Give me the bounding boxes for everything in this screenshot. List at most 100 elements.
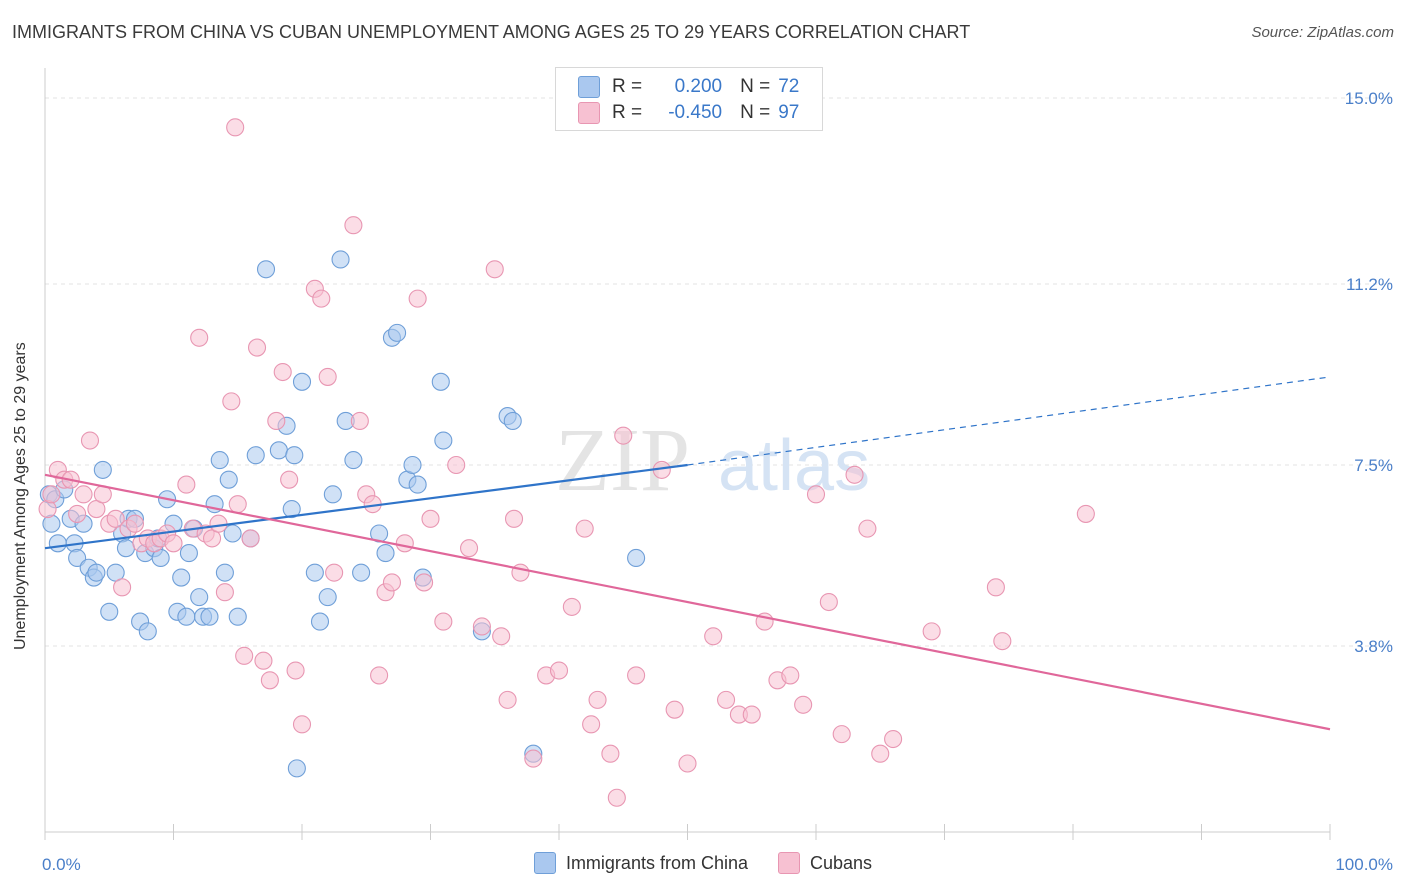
legend-item-china[interactable]: Immigrants from China bbox=[533, 852, 748, 874]
cuba-point bbox=[607, 788, 626, 807]
cuba-point bbox=[226, 118, 245, 137]
cuba-trend-line bbox=[44, 473, 1331, 731]
cuba-point bbox=[267, 411, 286, 431]
china-point bbox=[287, 759, 306, 778]
cuba-point bbox=[845, 465, 864, 484]
china-point bbox=[376, 544, 395, 563]
cuba-point bbox=[215, 583, 234, 602]
cuba-point bbox=[665, 700, 684, 719]
cuba-r-label: R = bbox=[612, 102, 643, 123]
cuba-point bbox=[562, 597, 581, 616]
china-point bbox=[68, 548, 87, 568]
cuba-swatch bbox=[578, 102, 600, 124]
cuba-point bbox=[993, 632, 1012, 651]
cuba-point bbox=[819, 592, 838, 612]
y-tick-label: 3.8% bbox=[1354, 637, 1393, 656]
cuba-point bbox=[627, 666, 646, 685]
china-point bbox=[223, 524, 242, 543]
china-r-label: R = bbox=[612, 76, 643, 97]
cuba-point bbox=[884, 729, 903, 749]
cuba-point bbox=[582, 715, 601, 734]
china-trend-extension bbox=[687, 376, 1331, 466]
china-point bbox=[228, 607, 247, 626]
y-tick-labels: 3.8% 7.5% 11.2% 15.0% bbox=[1345, 89, 1393, 656]
cuba-point bbox=[68, 504, 87, 523]
cuba-point bbox=[492, 627, 511, 646]
cuba-point bbox=[504, 509, 524, 528]
cuba-r-value: -0.450 bbox=[668, 102, 723, 123]
china-point bbox=[503, 411, 522, 431]
china-point bbox=[344, 451, 363, 470]
series-legend: Immigrants from China Cubans bbox=[0, 852, 1406, 874]
china-point bbox=[116, 539, 136, 558]
cuba-point bbox=[209, 514, 228, 533]
x-tick-label: 100.0% bbox=[1335, 855, 1393, 874]
china-point bbox=[172, 568, 191, 587]
cuba-n-value: 97 bbox=[778, 102, 800, 123]
cuba-point bbox=[74, 485, 93, 504]
y-tick-label: 11.2% bbox=[1346, 275, 1393, 294]
y-tick-label: 15.0% bbox=[1345, 89, 1393, 108]
china-point bbox=[246, 446, 265, 465]
china-point bbox=[434, 431, 453, 450]
cuba-n-label: N = bbox=[740, 102, 771, 123]
china-point bbox=[210, 451, 229, 470]
cuba-point bbox=[524, 749, 543, 768]
cuba-point bbox=[318, 367, 337, 386]
x-tick-labels: 0.0% 100.0% bbox=[42, 855, 1393, 874]
china-r-value: 0.200 bbox=[674, 76, 723, 97]
cuba-point bbox=[292, 715, 312, 734]
china-point bbox=[310, 612, 330, 631]
cuba-point bbox=[871, 744, 890, 763]
legend-row-china: R = 0.200 N = 72 bbox=[578, 75, 799, 99]
axes bbox=[44, 68, 1331, 840]
gridlines bbox=[45, 97, 1392, 647]
china-point bbox=[352, 563, 371, 582]
cuba-point bbox=[806, 485, 826, 504]
china-point bbox=[138, 622, 157, 641]
china-trend-line bbox=[44, 463, 688, 550]
china-point bbox=[292, 372, 312, 391]
cuba-point bbox=[325, 563, 344, 582]
cuba-point bbox=[382, 573, 402, 592]
china-point bbox=[87, 563, 106, 582]
cuba-point bbox=[113, 578, 132, 597]
cuba-point bbox=[273, 362, 292, 382]
cuba-point bbox=[986, 578, 1005, 597]
china-point bbox=[256, 260, 276, 279]
cuba-point bbox=[434, 612, 453, 631]
cuba-point bbox=[125, 514, 144, 533]
cuba-point bbox=[447, 455, 466, 475]
chart-source: Source: ZipAtlas.com bbox=[1251, 24, 1394, 41]
cuba-point bbox=[459, 539, 479, 558]
china-legend-label: Immigrants from China bbox=[565, 852, 748, 873]
cuba-legend-label: Cubans bbox=[810, 852, 873, 873]
legend-row-cuba: R = -0.450 N = 97 bbox=[578, 101, 799, 125]
china-point bbox=[282, 499, 301, 519]
cuba-point bbox=[228, 495, 247, 514]
cuba-point bbox=[190, 328, 209, 347]
cuba-point bbox=[280, 470, 299, 489]
cuba-legend-swatch bbox=[778, 852, 800, 874]
cuba-point bbox=[575, 519, 594, 538]
cuba-point bbox=[421, 509, 440, 528]
cuba-point bbox=[164, 534, 183, 553]
cuba-point bbox=[177, 475, 196, 494]
x-tick-label: 0.0% bbox=[42, 855, 81, 874]
cuba-point bbox=[704, 627, 723, 646]
cuba-point bbox=[588, 690, 607, 709]
cuba-point bbox=[781, 666, 800, 685]
china-point bbox=[48, 534, 67, 553]
china-point bbox=[318, 588, 337, 607]
legend-item-cuba[interactable]: Cubans bbox=[778, 852, 872, 874]
cuba-point bbox=[742, 705, 761, 724]
y-tick-label: 7.5% bbox=[1354, 456, 1393, 475]
china-point bbox=[305, 563, 324, 582]
china-point bbox=[408, 475, 427, 494]
china-n-label: N = bbox=[740, 76, 771, 97]
chart-title: IMMIGRANTS FROM CHINA VS CUBAN UNEMPLOYM… bbox=[12, 22, 971, 42]
cuba-point bbox=[498, 690, 517, 709]
cuba-point bbox=[832, 725, 851, 744]
china-point bbox=[179, 544, 198, 563]
cuba-point bbox=[678, 754, 697, 773]
